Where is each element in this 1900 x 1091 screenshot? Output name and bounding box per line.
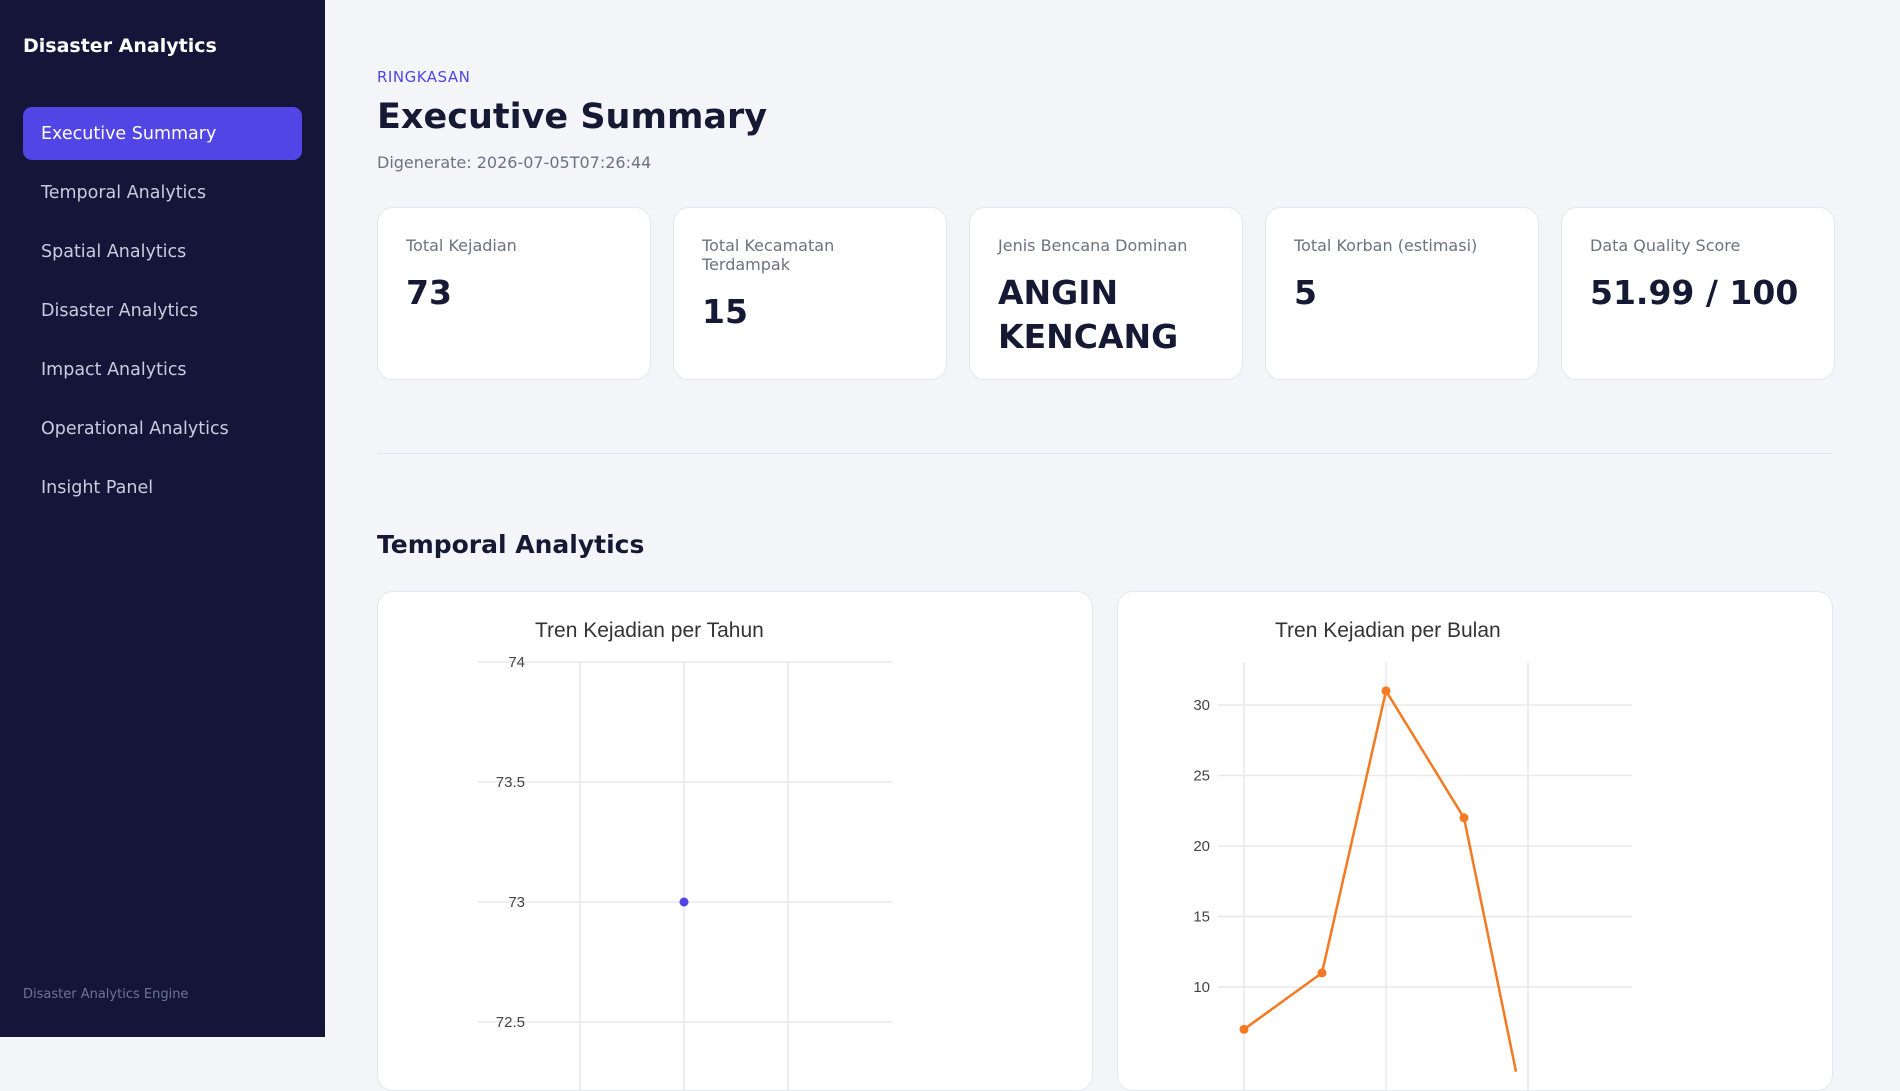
y-tick-label: 30 xyxy=(1193,697,1210,714)
data-point xyxy=(1381,686,1391,696)
kpi-value: 5 xyxy=(1294,273,1317,312)
sidebar-footer: Disaster Analytics Engine xyxy=(23,987,189,1002)
sidebar-item-executive-summary[interactable]: Executive Summary xyxy=(23,107,302,160)
sidebar-nav: Executive Summary Temporal Analytics Spa… xyxy=(23,107,302,520)
sidebar-item-spatial-analytics[interactable]: Spatial Analytics xyxy=(41,241,187,262)
sidebar: Disaster Analytics Executive Summary Tem… xyxy=(0,0,325,1037)
chart-card-yearly: Tren Kejadian per Tahun 72.5 73 73.5 74 xyxy=(377,591,1093,1091)
sidebar-item-disaster-analytics[interactable]: Disaster Analytics xyxy=(41,300,199,321)
data-point xyxy=(679,897,689,907)
sidebar-item-operational-analytics[interactable]: Operational Analytics xyxy=(41,418,229,439)
kpi-value: ANGIN KENCANG xyxy=(998,273,1179,356)
data-point xyxy=(1459,813,1469,823)
kpi-value: 15 xyxy=(702,292,748,331)
chart-card-monthly: Tren Kejadian per Bulan 10 15 20 25 30 xyxy=(1117,591,1833,1091)
chart-yearly: Tren Kejadian per Tahun 72.5 73 73.5 74 xyxy=(478,619,892,1090)
kpi-row: Total Kejadian 73 Total Kecamatan Terdam… xyxy=(377,207,1835,380)
chart-title: Tren Kejadian per Tahun xyxy=(535,619,764,642)
section-divider xyxy=(377,453,1832,454)
kpi-card-jenis-bencana: Jenis Bencana Dominan ANGIN KENCANG xyxy=(969,207,1243,380)
series-line xyxy=(1243,687,1518,1072)
kpi-value: 73 xyxy=(406,273,452,312)
y-tick-label: 15 xyxy=(1193,909,1210,926)
kpi-label: Total Kejadian xyxy=(406,236,517,255)
main-content: RINGKASAN Executive Summary Digenerate: … xyxy=(325,0,1900,1091)
kpi-card-total-kejadian: Total Kejadian 73 xyxy=(377,207,651,380)
kpi-card-total-korban: Total Korban (estimasi) 5 xyxy=(1265,207,1539,380)
kpi-label: Data Quality Score xyxy=(1590,236,1741,255)
brand-title: Disaster Analytics xyxy=(23,35,217,57)
y-tick-label: 20 xyxy=(1193,838,1210,855)
kpi-value: 51.99 / 100 xyxy=(1590,273,1799,312)
kpi-card-total-kecamatan: Total Kecamatan Terdampak 15 xyxy=(673,207,947,380)
page-title: Executive Summary xyxy=(377,97,768,137)
kpi-card-data-quality: Data Quality Score 51.99 / 100 xyxy=(1561,207,1835,380)
chart-title: Tren Kejadian per Bulan xyxy=(1275,619,1501,642)
y-tick-label: 10 xyxy=(1193,979,1210,996)
section-title-temporal: Temporal Analytics xyxy=(377,530,645,559)
y-tick-label: 74 xyxy=(508,654,525,671)
kpi-label: Total Kecamatan Terdampak xyxy=(702,236,835,274)
chart-monthly: Tren Kejadian per Bulan 10 15 20 25 30 xyxy=(1193,619,1632,1090)
y-tick-label: 72.5 xyxy=(496,1014,525,1031)
data-point xyxy=(1239,1024,1249,1034)
sidebar-item-impact-analytics[interactable]: Impact Analytics xyxy=(41,359,187,380)
y-tick-label: 73.5 xyxy=(496,774,525,791)
kpi-label: Total Korban (estimasi) xyxy=(1294,236,1478,255)
y-tick-label: 73 xyxy=(508,894,525,911)
generated-timestamp: Digenerate: 2026-07-05T07:26:44 xyxy=(377,153,652,172)
sidebar-item-temporal-analytics[interactable]: Temporal Analytics xyxy=(41,182,207,203)
data-point xyxy=(1317,968,1327,978)
y-tick-label: 25 xyxy=(1193,768,1210,785)
kpi-label: Jenis Bencana Dominan xyxy=(998,236,1188,255)
sidebar-item-insight-panel[interactable]: Insight Panel xyxy=(41,477,154,498)
section-eyebrow: RINGKASAN xyxy=(377,68,471,86)
